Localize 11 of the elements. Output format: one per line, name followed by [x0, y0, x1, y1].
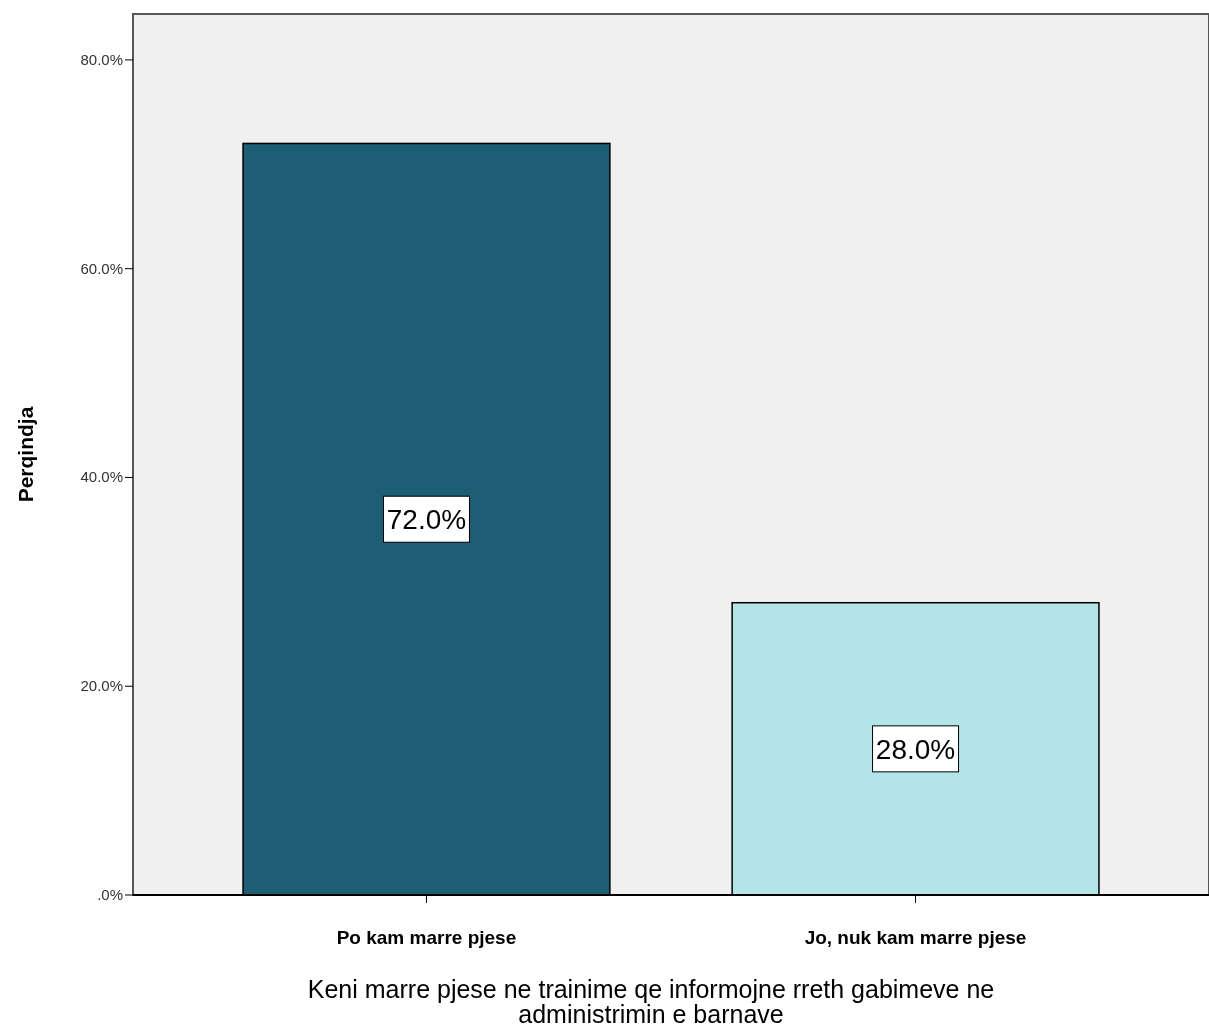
y-tick-label: 80.0% — [80, 50, 123, 68]
x-axis-title: Keni marre pjese ne trainime qe informojne rreth gabimeve ne administrimin e barnave — [307, 975, 995, 1028]
y-tick-label: 20.0% — [80, 677, 123, 695]
x-tick-label: Jo, nuk kam marre pjese — [804, 927, 1027, 948]
y-tick-label: 60.0% — [80, 259, 123, 277]
y-tick-label: 40.0% — [80, 468, 123, 486]
data-label: 28.0% — [875, 733, 956, 765]
y-tick-label: .0% — [97, 886, 123, 903]
x-tick-label: Po kam marre pjese — [336, 927, 517, 948]
y-axis-title: Perqindja — [14, 406, 37, 503]
data-label: 72.0% — [386, 504, 467, 536]
